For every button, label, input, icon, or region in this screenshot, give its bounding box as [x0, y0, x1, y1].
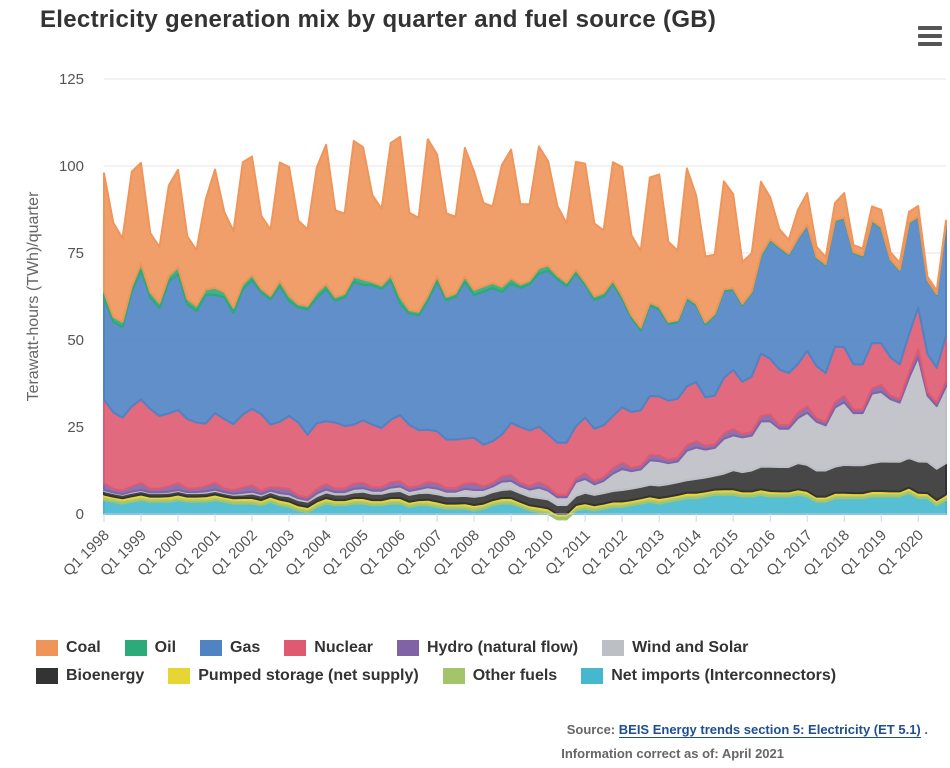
- legend-label: Coal: [66, 639, 101, 656]
- y-tick-label: 0: [76, 506, 84, 523]
- legend-item[interactable]: Pumped storage (net supply): [168, 667, 419, 685]
- source-prefix: Source:: [566, 722, 616, 737]
- area-series: [103, 135, 947, 521]
- legend-item[interactable]: Wind and Solar: [602, 639, 748, 657]
- legend-label: Bioenergy: [66, 667, 145, 684]
- info-note: Information correct as of: April 2021: [561, 746, 784, 761]
- source-suffix: .: [924, 722, 928, 737]
- legend-label: Net imports (Interconnectors): [611, 667, 837, 684]
- y-tick-label: 50: [67, 332, 84, 349]
- y-axis-title: Terawatt-hours (TWh)/quarter: [25, 191, 42, 402]
- legend-swatch: [442, 668, 465, 684]
- legend-label: Pumped storage (net supply): [198, 667, 419, 684]
- legend-swatch: [168, 668, 191, 684]
- legend-swatch: [200, 640, 223, 656]
- legend-row: Bioenergy Pumped storage (net supply) Othe…: [36, 662, 936, 690]
- legend-label: Wind and Solar: [632, 639, 749, 656]
- legend-swatch: [396, 640, 419, 656]
- y-tick-label: 125: [59, 71, 84, 88]
- legend-item[interactable]: Net imports (Interconnectors): [581, 667, 836, 685]
- y-axis-ticks: 0 25 50 75 100 125: [59, 71, 84, 523]
- legend: Coal Oil Gas Nuclear Hydro (natural flow) Win…: [36, 634, 936, 690]
- legend-item[interactable]: Other fuels: [442, 667, 558, 685]
- legend-item[interactable]: Oil: [124, 639, 177, 657]
- legend-row: Coal Oil Gas Nuclear Hydro (natural flow) Win…: [36, 634, 936, 662]
- source-link[interactable]: BEIS Energy trends section 5: Electricit…: [618, 722, 921, 738]
- legend-swatch: [581, 668, 604, 684]
- legend-label: Oil: [154, 639, 177, 656]
- legend-swatch: [284, 640, 307, 656]
- legend-item[interactable]: Bioenergy: [36, 667, 144, 685]
- legend-label: Other fuels: [472, 667, 558, 684]
- y-tick-label: 100: [59, 158, 84, 175]
- y-tick-label: 75: [67, 245, 84, 262]
- chart-title: Electricity generation mix by quarter an…: [40, 6, 717, 33]
- y-tick-label: 25: [67, 419, 84, 436]
- legend-swatch: [36, 668, 58, 684]
- legend-label: Gas: [230, 639, 261, 656]
- legend-swatch: [602, 640, 625, 656]
- source-note: Source: BEIS Energy trends section 5: El…: [566, 722, 928, 738]
- legend-item[interactable]: Coal: [36, 639, 101, 657]
- legend-label: Hydro (natural flow): [426, 639, 579, 656]
- legend-swatch: [36, 640, 58, 656]
- area-coal[interactable]: [103, 135, 947, 329]
- legend-item[interactable]: Nuclear: [284, 639, 373, 657]
- legend-swatch: [124, 640, 147, 656]
- hamburger-menu-icon[interactable]: [918, 26, 942, 46]
- legend-label: Nuclear: [314, 639, 373, 656]
- legend-item[interactable]: Hydro (natural flow): [396, 639, 579, 657]
- legend-item[interactable]: Gas: [200, 639, 260, 657]
